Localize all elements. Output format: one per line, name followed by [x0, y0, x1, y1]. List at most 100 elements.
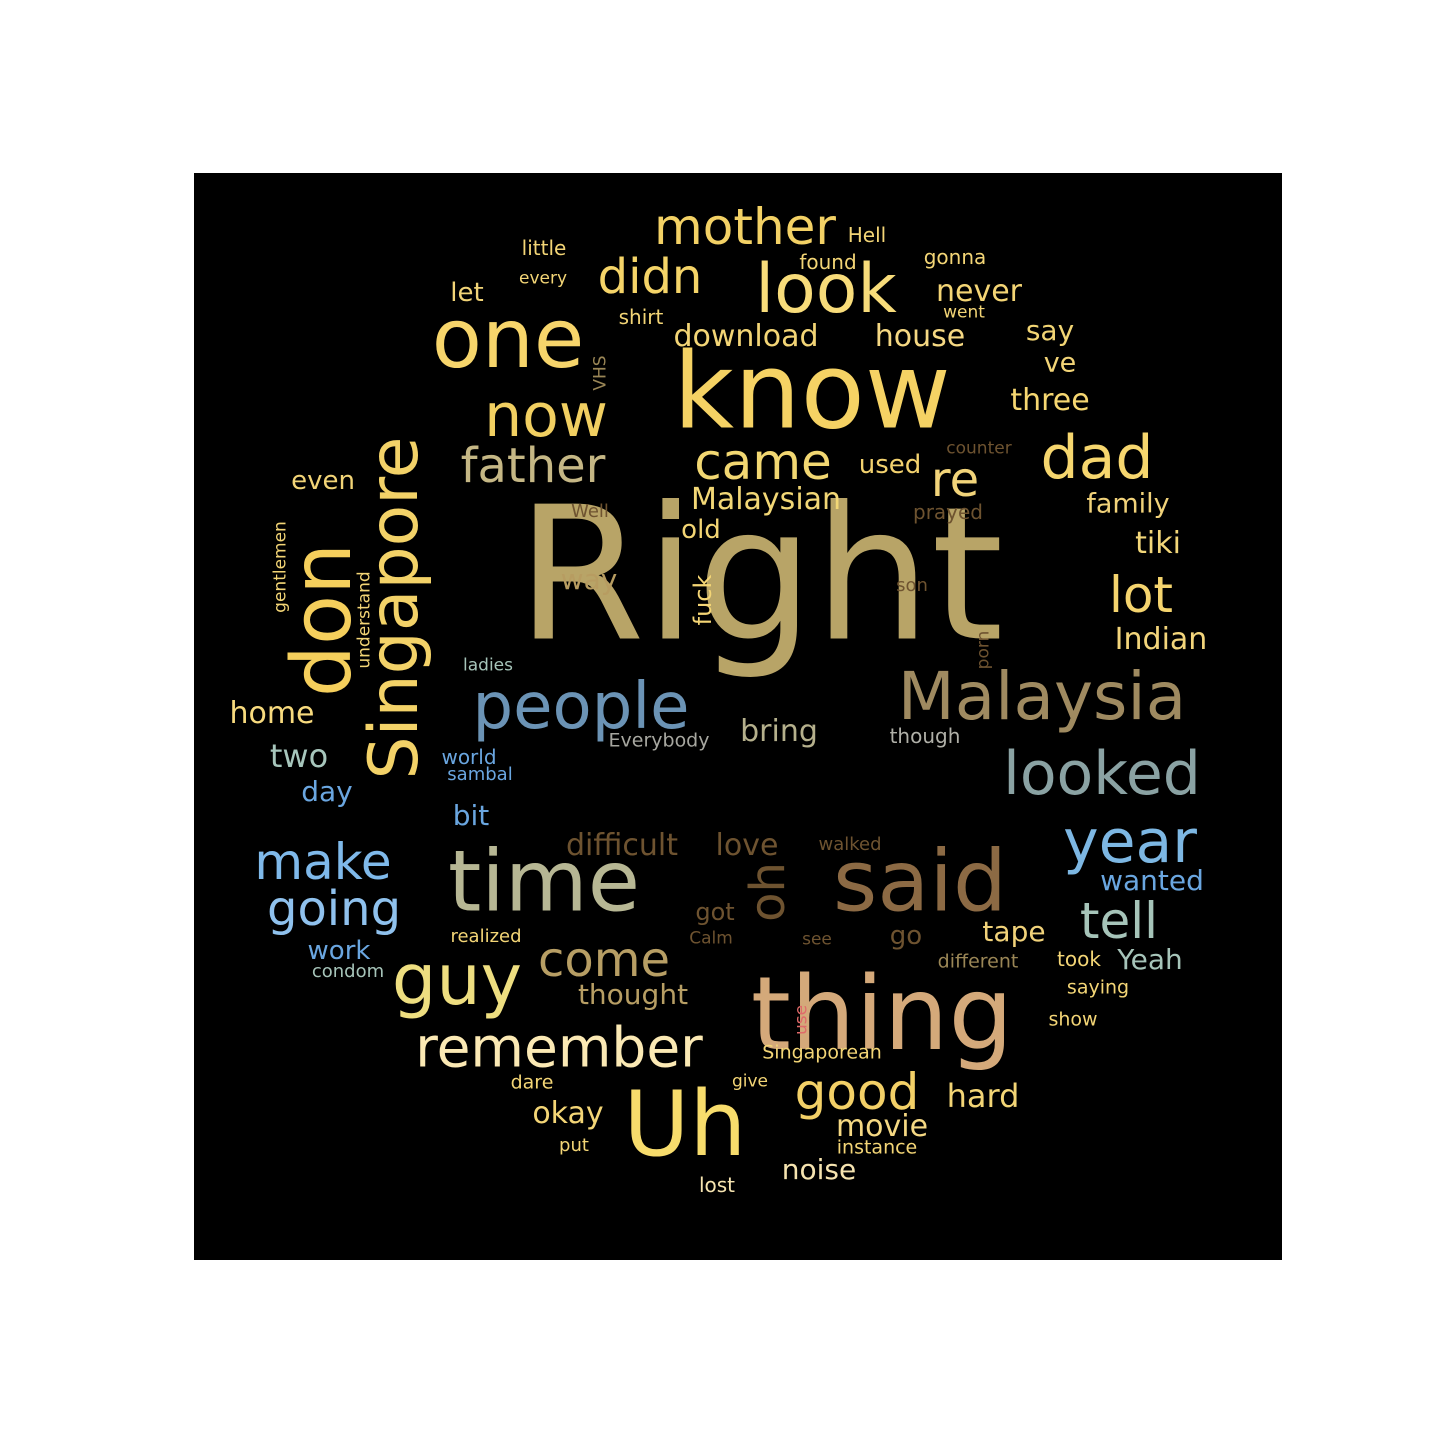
word-lot: lot [1108, 566, 1174, 624]
word-one: one [431, 292, 585, 387]
word-noise: noise [781, 1153, 857, 1186]
word-oh: oh [740, 862, 796, 922]
word-gentlemen: gentlemen [270, 521, 291, 613]
word-okay: okay [532, 1096, 604, 1131]
word-fuck: fuck [689, 574, 717, 626]
word-come: come [537, 932, 671, 988]
word-gonna: gonna [923, 245, 987, 269]
word-took: took [1057, 947, 1101, 971]
word-house: house [874, 319, 966, 354]
word-people: people [472, 670, 690, 744]
word-hell: Hell [847, 223, 887, 247]
word-bring: bring [740, 714, 818, 749]
word-give: give [731, 1071, 769, 1092]
word-say: say [1025, 314, 1075, 347]
word-every: every [518, 268, 568, 289]
word-calm: Calm [689, 928, 733, 949]
word-two: two [269, 737, 329, 775]
word-never: never [935, 274, 1023, 309]
word-used: used [858, 450, 922, 480]
word-put: put [559, 1135, 589, 1156]
word-love: love [715, 828, 779, 863]
word-re: re [930, 452, 980, 508]
word-walked: walked [818, 834, 882, 855]
word-condom: condom [311, 961, 385, 982]
word-looked: looked [1003, 739, 1201, 809]
word-see: see [802, 929, 832, 950]
word-now: now [484, 381, 608, 451]
word-use: use [791, 1004, 812, 1036]
word-thing: thing [750, 955, 1014, 1074]
word-go: go [889, 921, 923, 951]
word-instance: instance [836, 1136, 918, 1159]
word-guy: guy [391, 939, 523, 1021]
word-ve: ve [1043, 347, 1077, 379]
word-sambal: sambal [447, 764, 513, 785]
word-got: got [695, 898, 735, 926]
word-three: three [1010, 383, 1090, 418]
word-dare: dare [510, 1071, 554, 1094]
word-hard: hard [946, 1077, 1020, 1115]
word-prayed: prayed [912, 500, 984, 524]
word-didn: didn [597, 249, 703, 305]
word-right: Right [516, 466, 1004, 683]
word-father: father [460, 438, 606, 494]
word-wanted: wanted [1100, 864, 1204, 897]
word-understand: understand [354, 571, 375, 669]
word-though: though [889, 724, 961, 748]
word-time: time [447, 832, 641, 932]
word-look: look [755, 250, 897, 329]
word-difficult: difficult [566, 828, 678, 863]
word-don: don [275, 542, 370, 698]
word-download: download [673, 319, 819, 354]
word-work: work [307, 936, 371, 966]
word-vhs: VHS [590, 355, 611, 391]
word-movie: movie [835, 1109, 929, 1144]
word-found: found [799, 250, 857, 274]
word-counter: counter [946, 438, 1012, 459]
word-remember: remember [415, 1015, 703, 1080]
word-said: said [833, 832, 1007, 932]
word-ladies: ladies [463, 655, 513, 676]
word-day: day [301, 775, 353, 808]
word-good: good [794, 1063, 920, 1121]
word-world: world [441, 745, 497, 769]
word-let: let [450, 278, 484, 308]
word-son: son [896, 575, 928, 596]
word-yeah: Yeah [1117, 943, 1183, 976]
word-malaysia: Malaysia [897, 658, 1187, 735]
word-tape: tape [982, 915, 1046, 948]
word-tell: tell [1079, 892, 1159, 950]
word-cloud-panel: Right know thing said time Uh one look Singapore… [194, 173, 1282, 1260]
word-lost: lost [698, 1173, 736, 1197]
word-shirt: shirt [618, 305, 664, 329]
word-different: different [937, 950, 1019, 973]
word-family: family [1086, 488, 1170, 520]
word-know: know [673, 330, 951, 453]
word-tiki: tiki [1135, 526, 1181, 561]
word-bit: bit [452, 799, 490, 832]
word-uh: Uh [623, 1072, 747, 1177]
word-went: went [943, 302, 985, 323]
word-thought: thought [577, 978, 689, 1011]
word-saying: saying [1066, 976, 1130, 999]
word-year: year [1063, 807, 1197, 877]
word-well: Well [571, 501, 609, 522]
word-singaporean: Singaporean [762, 1041, 882, 1064]
word-even: even [291, 466, 355, 496]
word-malaysian: Malaysian [690, 482, 842, 517]
word-little: little [521, 236, 567, 260]
word-home: home [229, 696, 315, 731]
word-indian: Indian [1114, 622, 1208, 657]
word-porn: porn [973, 630, 994, 670]
word-dad: dad [1040, 423, 1154, 493]
word-everybody: Everybody [608, 729, 710, 752]
word-show: show [1048, 1008, 1098, 1031]
word-way: way [560, 563, 618, 596]
word-going: going [266, 881, 402, 937]
word-old: old [681, 515, 721, 545]
word-mother: mother [654, 198, 836, 256]
word-came: came [694, 433, 832, 491]
word-make: make [254, 833, 392, 891]
word-realized: realized [450, 926, 522, 947]
